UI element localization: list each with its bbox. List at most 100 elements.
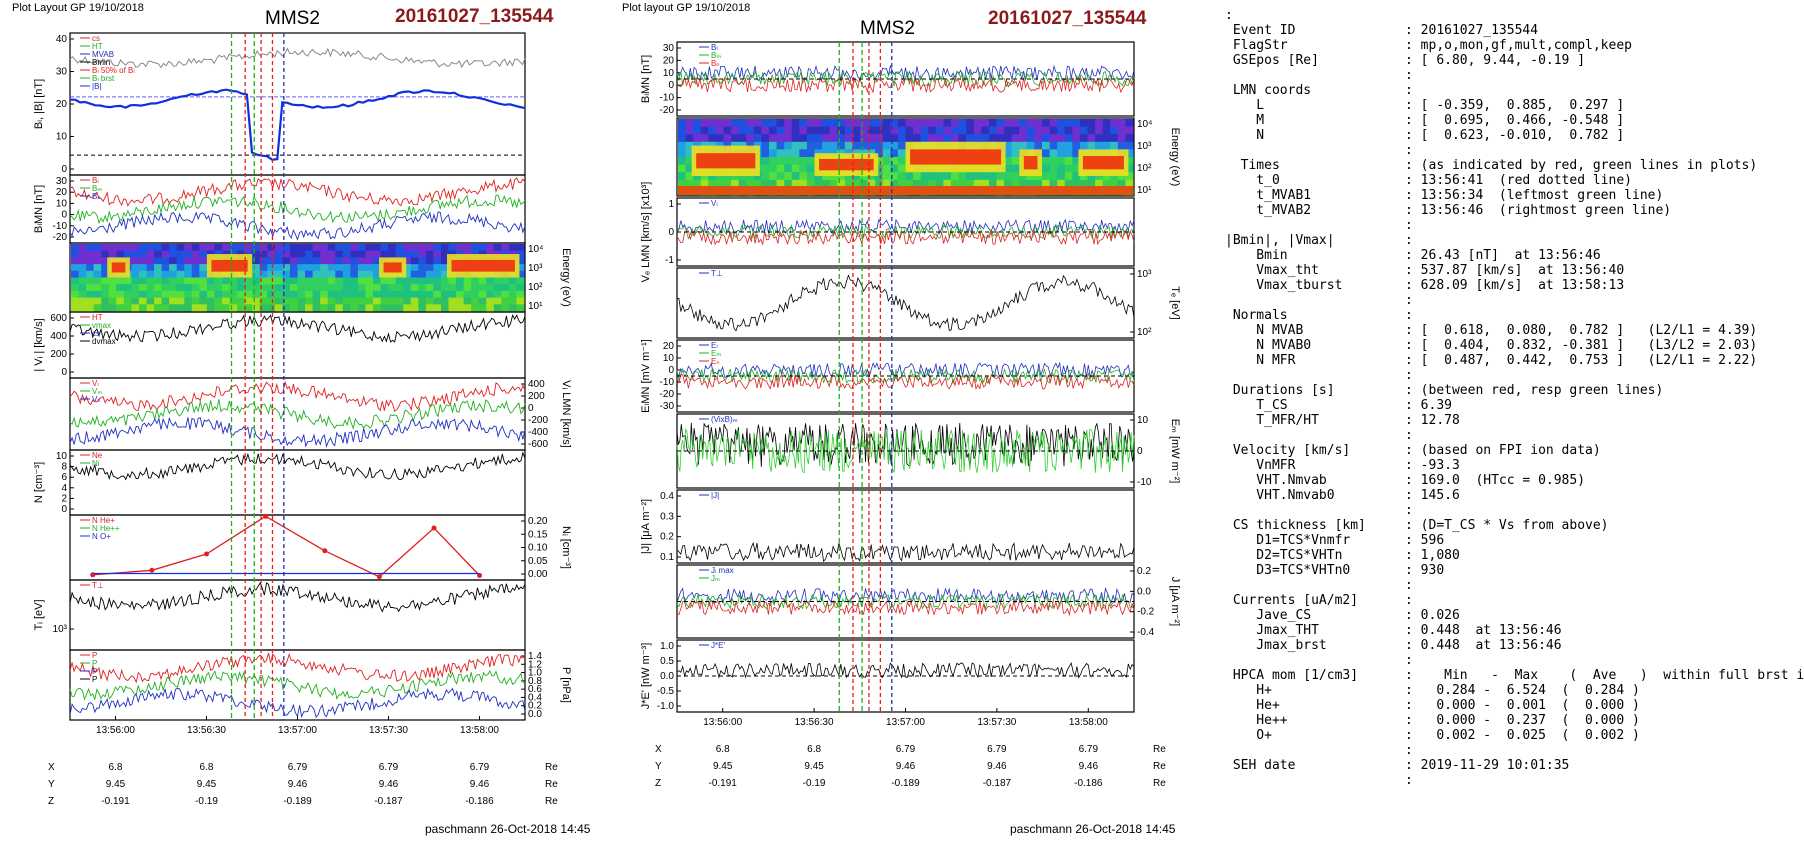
spectrogram-cell bbox=[259, 297, 268, 305]
spectrogram-cell bbox=[380, 304, 389, 312]
spectrogram-cell bbox=[456, 244, 465, 252]
spectrogram-cell bbox=[685, 141, 694, 150]
data-point bbox=[376, 574, 382, 580]
spectrogram-cell bbox=[206, 304, 215, 312]
spectrogram-cell bbox=[463, 290, 472, 299]
spectrogram-cell bbox=[761, 149, 770, 158]
spectrogram-cell bbox=[1125, 172, 1134, 181]
spectrogram-cell bbox=[973, 179, 982, 188]
y-tick-label: 0 bbox=[1137, 446, 1143, 457]
spectrogram-cell bbox=[161, 270, 170, 278]
spectrogram-cell bbox=[169, 304, 178, 312]
spectrogram-cell bbox=[958, 134, 967, 143]
spectrogram-cell bbox=[829, 134, 838, 143]
spectrogram-cell bbox=[1004, 119, 1013, 128]
spectrogram-cell bbox=[320, 297, 329, 305]
spectrogram-cell bbox=[289, 270, 298, 278]
y-tick-label: 0.8 bbox=[528, 676, 542, 687]
y-tick-label: 0.20 bbox=[528, 516, 548, 527]
spectrogram-cell bbox=[708, 134, 717, 143]
spectrogram-cell bbox=[806, 134, 815, 143]
spectrogram-cell bbox=[890, 126, 899, 135]
spectrogram-cell bbox=[297, 250, 306, 258]
spectrogram-cell bbox=[395, 244, 404, 252]
spectrogram-cell bbox=[844, 119, 853, 128]
spectrogram-cell bbox=[433, 250, 442, 258]
spectrogram-cell bbox=[176, 257, 185, 265]
spectrogram-cell bbox=[116, 284, 125, 292]
spectrogram-cell bbox=[71, 297, 80, 305]
spectrogram-cell bbox=[395, 290, 404, 299]
info-line: LMN coords : bbox=[1225, 83, 1413, 98]
series-line bbox=[69, 314, 526, 343]
spectrogram-cell bbox=[1057, 149, 1066, 158]
info-line: T_MFR/HT : 12.78 bbox=[1225, 413, 1460, 428]
spectrogram-cell bbox=[791, 179, 800, 188]
spectrogram-cell bbox=[1011, 126, 1020, 135]
spectrogram-cell bbox=[1042, 126, 1051, 135]
spectrogram-cell bbox=[252, 257, 261, 265]
spectrogram-cell bbox=[769, 149, 778, 158]
spectrogram-cell bbox=[776, 119, 785, 128]
y-tick-label: 10² bbox=[1137, 163, 1152, 174]
legend-entry: HT bbox=[92, 313, 103, 322]
spectrogram-cell bbox=[1057, 172, 1066, 181]
spectrogram-cell bbox=[1095, 119, 1104, 128]
spectrogram-cell bbox=[108, 250, 117, 258]
spectrogram-cell bbox=[327, 257, 336, 265]
spectrogram-cell bbox=[176, 304, 185, 312]
spectrogram-cell bbox=[1110, 134, 1119, 143]
spectrogram-cell bbox=[1102, 134, 1111, 143]
spectrogram-cell bbox=[738, 119, 747, 128]
spectrogram-cell bbox=[440, 257, 449, 265]
spectrogram-cell bbox=[357, 270, 366, 278]
spectrogram-cell bbox=[131, 244, 140, 252]
spectrogram-cell bbox=[1064, 157, 1073, 166]
spectrogram-cell bbox=[71, 290, 80, 299]
spectrogram-cell bbox=[161, 297, 170, 305]
y-axis-label: P [nPa] bbox=[560, 667, 572, 703]
spectrogram-cell bbox=[138, 297, 147, 305]
series-line bbox=[69, 416, 526, 448]
spectrogram-cell bbox=[493, 304, 502, 312]
spectrogram-cell bbox=[312, 284, 321, 292]
spectrogram-cell bbox=[448, 290, 457, 299]
spectrogram-cell bbox=[935, 134, 944, 143]
y-tick-label: 600 bbox=[50, 313, 67, 324]
spectrogram-cell bbox=[78, 297, 87, 305]
spectrogram-cell bbox=[252, 250, 261, 258]
spectrogram-cell bbox=[161, 257, 170, 265]
spectrogram-cell bbox=[259, 290, 268, 299]
spectrogram-cell bbox=[357, 277, 366, 285]
spectrogram-cell bbox=[373, 264, 382, 272]
spectrogram-cell bbox=[335, 244, 344, 252]
spectrogram-cell bbox=[388, 284, 397, 292]
spectrogram-cell bbox=[146, 284, 155, 292]
spectrogram-cell bbox=[237, 304, 246, 312]
spectrogram-cell bbox=[700, 172, 709, 181]
spectrogram-cell bbox=[289, 250, 298, 258]
spectrogram-cell bbox=[875, 157, 884, 166]
spectrogram-cell bbox=[806, 126, 815, 135]
spectrogram-cell bbox=[395, 277, 404, 285]
spectrogram-cell bbox=[516, 304, 525, 312]
spectrogram-cell bbox=[138, 277, 147, 285]
spectrogram-cell bbox=[456, 304, 465, 312]
spectrogram-cell bbox=[516, 244, 525, 252]
spectrogram-cell bbox=[1004, 149, 1013, 158]
spectrogram-cell bbox=[154, 264, 163, 272]
info-line: Durations [s] : (between red, resp green… bbox=[1225, 383, 1664, 398]
spectrogram-cell bbox=[131, 257, 140, 265]
spectrogram-cell bbox=[1019, 172, 1028, 181]
spectrogram-cell bbox=[282, 284, 291, 292]
info-line: D3=TCS*VHTn0 : 930 bbox=[1225, 563, 1445, 578]
spectrogram-cell bbox=[305, 297, 314, 305]
spectrogram-cell bbox=[928, 179, 937, 188]
spectrogram-cell bbox=[844, 172, 853, 181]
spectrogram-cell bbox=[199, 290, 208, 299]
spectrogram-cell bbox=[897, 141, 906, 150]
spectrogram-cell bbox=[161, 264, 170, 272]
y-tick-label: 10¹ bbox=[1137, 185, 1152, 196]
spectrogram-cell bbox=[388, 250, 397, 258]
spectrogram-cell bbox=[928, 126, 937, 135]
